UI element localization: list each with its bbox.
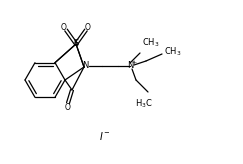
Text: O: O xyxy=(61,23,67,32)
Text: N: N xyxy=(127,62,133,71)
Text: CH$_3$: CH$_3$ xyxy=(142,37,160,49)
Text: N: N xyxy=(82,62,88,71)
Text: S: S xyxy=(73,40,79,49)
Text: O: O xyxy=(85,23,91,32)
Text: CH$_3$: CH$_3$ xyxy=(164,46,182,58)
Text: O: O xyxy=(65,102,71,112)
Text: I$^-$: I$^-$ xyxy=(99,130,111,142)
Text: +: + xyxy=(131,61,137,65)
Text: H$_3$C: H$_3$C xyxy=(135,98,153,111)
